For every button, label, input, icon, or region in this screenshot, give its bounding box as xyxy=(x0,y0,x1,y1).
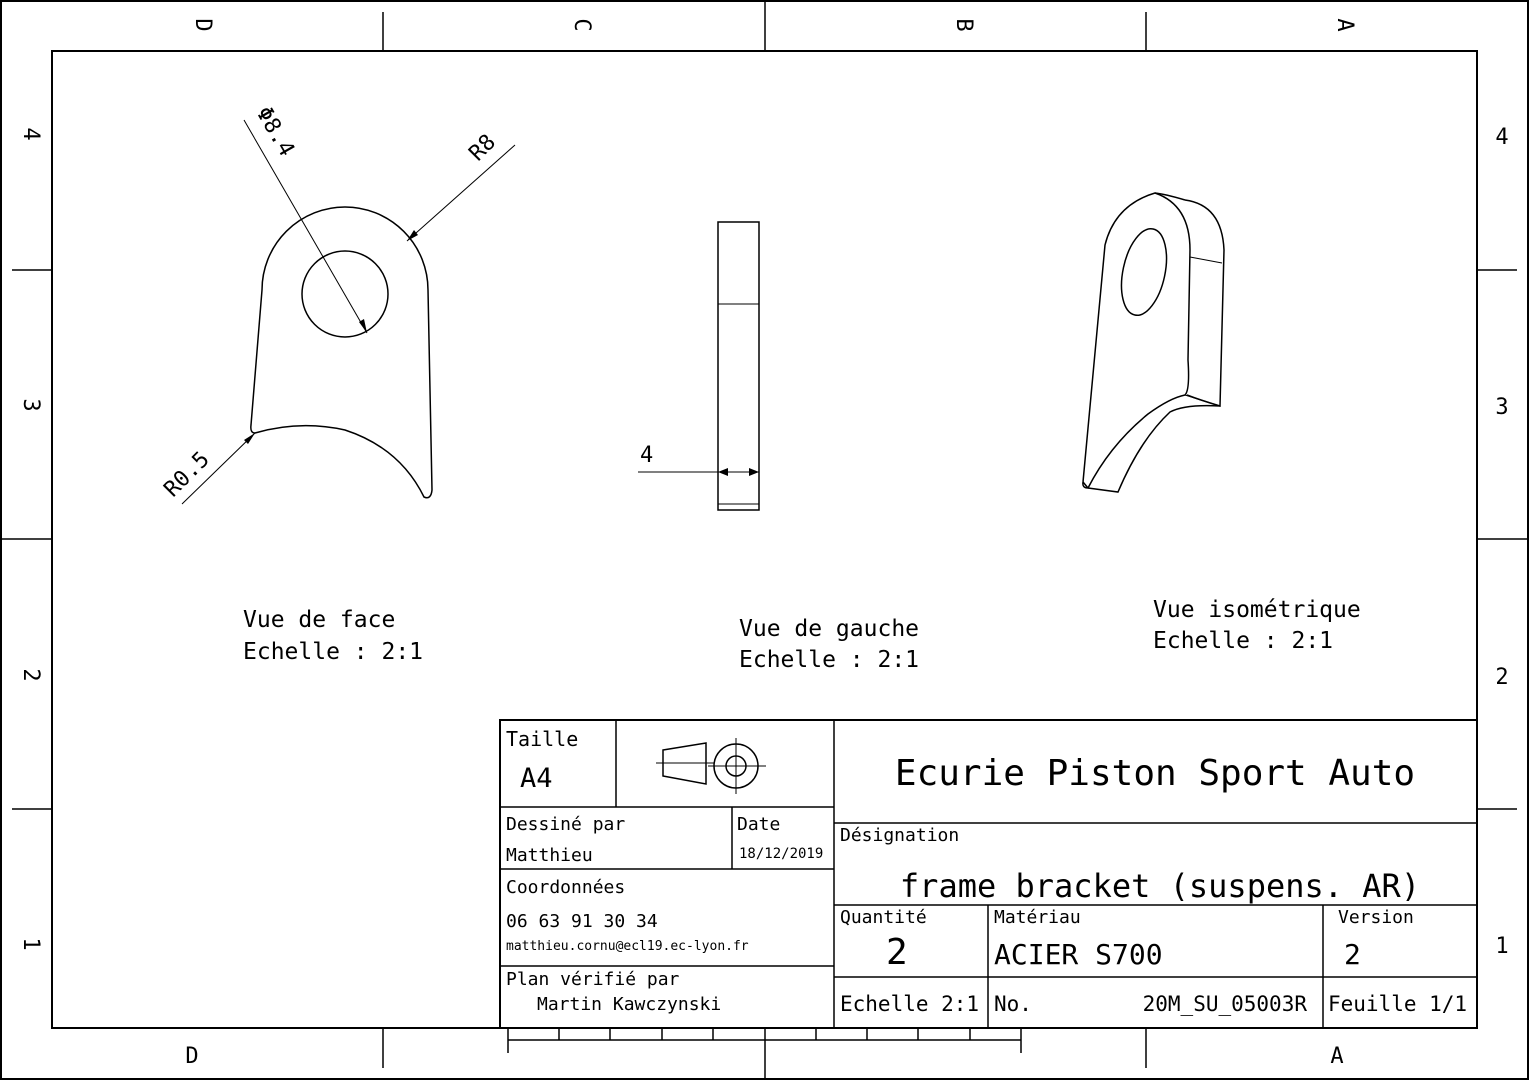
front-view-hole xyxy=(301,250,389,338)
zone-label-left-3: 3 xyxy=(18,398,43,411)
zone-label-top-c: C xyxy=(569,18,594,31)
zone-label-top-a: A xyxy=(1332,18,1357,31)
scale-value: Echelle 2:1 xyxy=(840,992,979,1016)
zone-label-right-3: 3 xyxy=(1495,395,1508,420)
dim-thickness-arrow-right xyxy=(749,468,759,476)
iso-view-title: Vue isométrique xyxy=(1153,597,1361,623)
material-value: ACIER S700 xyxy=(994,938,1163,971)
zone-label-left-4: 4 xyxy=(18,127,43,140)
zone-label-right-1: 1 xyxy=(1495,934,1508,959)
dim-thickness-text: 4 xyxy=(640,443,653,468)
number-value: 20M_SU_05003R xyxy=(1143,992,1308,1016)
size-value: A4 xyxy=(520,763,553,794)
dim-hole-leader xyxy=(243,119,368,334)
left-view-title: Vue de gauche xyxy=(739,616,919,642)
size-label: Taille xyxy=(506,727,578,751)
front-view-outline xyxy=(250,206,433,499)
iso-view-scale: Echelle : 2:1 xyxy=(1153,628,1333,654)
quantity-value: 2 xyxy=(886,932,908,973)
checked-by-value: Martin Kawczynski xyxy=(537,994,721,1015)
dim-radius-text: R8 xyxy=(465,130,501,166)
front-view-scale: Echelle : 2:1 xyxy=(243,639,423,665)
zone-label-top-d: D xyxy=(190,18,215,31)
zone-label-top-b: B xyxy=(951,18,976,31)
number-label: No. xyxy=(994,992,1032,1016)
dim-radius-arrow xyxy=(407,230,418,241)
version-value: 2 xyxy=(1344,938,1361,971)
left-view: 4 xyxy=(638,221,760,511)
zone-label-left-1: 1 xyxy=(18,937,43,950)
title-block xyxy=(499,719,1478,1029)
designation-value: frame bracket (suspens. AR) xyxy=(900,867,1420,905)
isometric-view xyxy=(1082,192,1225,493)
material-label: Matériau xyxy=(994,907,1081,928)
date-value: 18/12/2019 xyxy=(739,846,823,862)
dim-hole-text: Φ8.4 xyxy=(251,103,299,161)
sheet-value: Feuille 1/1 xyxy=(1328,992,1467,1016)
zone-label-bottom-a: A xyxy=(1330,1044,1343,1069)
dim-fillet-text: R0.5 xyxy=(160,447,215,502)
designation-label: Désignation xyxy=(840,825,959,846)
front-view-title: Vue de face xyxy=(243,607,395,633)
version-label: Version xyxy=(1338,907,1414,928)
first-angle-projection-icon xyxy=(656,738,766,794)
contact-label: Coordonnées xyxy=(506,877,625,898)
dim-thickness-arrow-left xyxy=(718,468,728,476)
checked-by-label: Plan vérifié par xyxy=(506,969,680,990)
left-view-outline xyxy=(717,221,760,511)
quantity-label: Quantité xyxy=(840,907,927,928)
company-name: Ecurie Piston Sport Auto xyxy=(895,753,1415,794)
dim-fillet-arrow xyxy=(244,433,255,444)
zone-label-right-4: 4 xyxy=(1495,125,1508,150)
left-view-scale: Echelle : 2:1 xyxy=(739,647,919,673)
front-view: Φ8.4 R8 R0.5 xyxy=(160,103,516,505)
drawn-by-label: Dessiné par xyxy=(506,814,625,835)
contact-email: matthieu.cornu@ecl19.ec-lyon.fr xyxy=(506,939,749,954)
date-label: Date xyxy=(737,814,780,835)
zone-label-left-2: 2 xyxy=(18,668,43,681)
zone-label-bottom-d: D xyxy=(185,1044,198,1069)
zone-label-right-2: 2 xyxy=(1495,665,1508,690)
contact-phone: 06 63 91 30 34 xyxy=(506,911,658,932)
dim-radius-leader xyxy=(406,144,516,242)
dim-fillet-leader xyxy=(181,432,256,505)
drawn-by-value: Matthieu xyxy=(506,845,593,866)
scale-ruler xyxy=(507,1028,1022,1053)
dim-hole-arrow xyxy=(359,319,367,333)
